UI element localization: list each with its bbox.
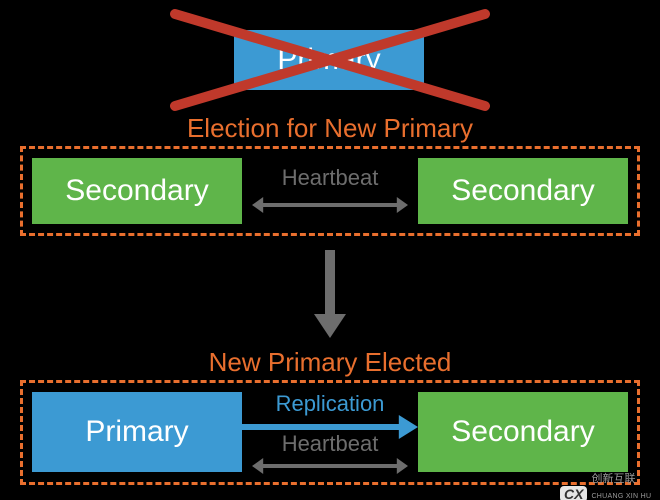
replication-text: Replication xyxy=(276,391,385,416)
election-caption-text: Election for New Primary xyxy=(187,113,473,143)
watermark-line2: CHUANG XIN HU LIAN xyxy=(591,493,651,500)
heartbeat-text: Heartbeat xyxy=(282,165,379,190)
heartbeat-label-bottom: Heartbeat xyxy=(130,431,530,457)
heartbeat-label-top: Heartbeat xyxy=(130,165,530,191)
elected-caption: New Primary Elected xyxy=(30,347,630,378)
election-caption: Election for New Primary xyxy=(30,113,630,144)
primary-box-failed: Primary xyxy=(234,30,424,90)
heartbeat-text: Heartbeat xyxy=(282,431,379,456)
watermark-logo: CX xyxy=(560,486,587,500)
replication-label: Replication xyxy=(130,391,530,417)
watermark-line1: 创新互联 xyxy=(591,473,635,485)
diagram-stage: Primary Election for New Primary Seconda… xyxy=(0,0,660,500)
watermark: CX 创新互联 CHUANG XIN HU LIAN xyxy=(560,470,660,500)
elected-caption-text: New Primary Elected xyxy=(209,347,452,377)
watermark-text: 创新互联 CHUANG XIN HU LIAN xyxy=(591,470,660,500)
primary-label: Primary xyxy=(277,43,380,77)
